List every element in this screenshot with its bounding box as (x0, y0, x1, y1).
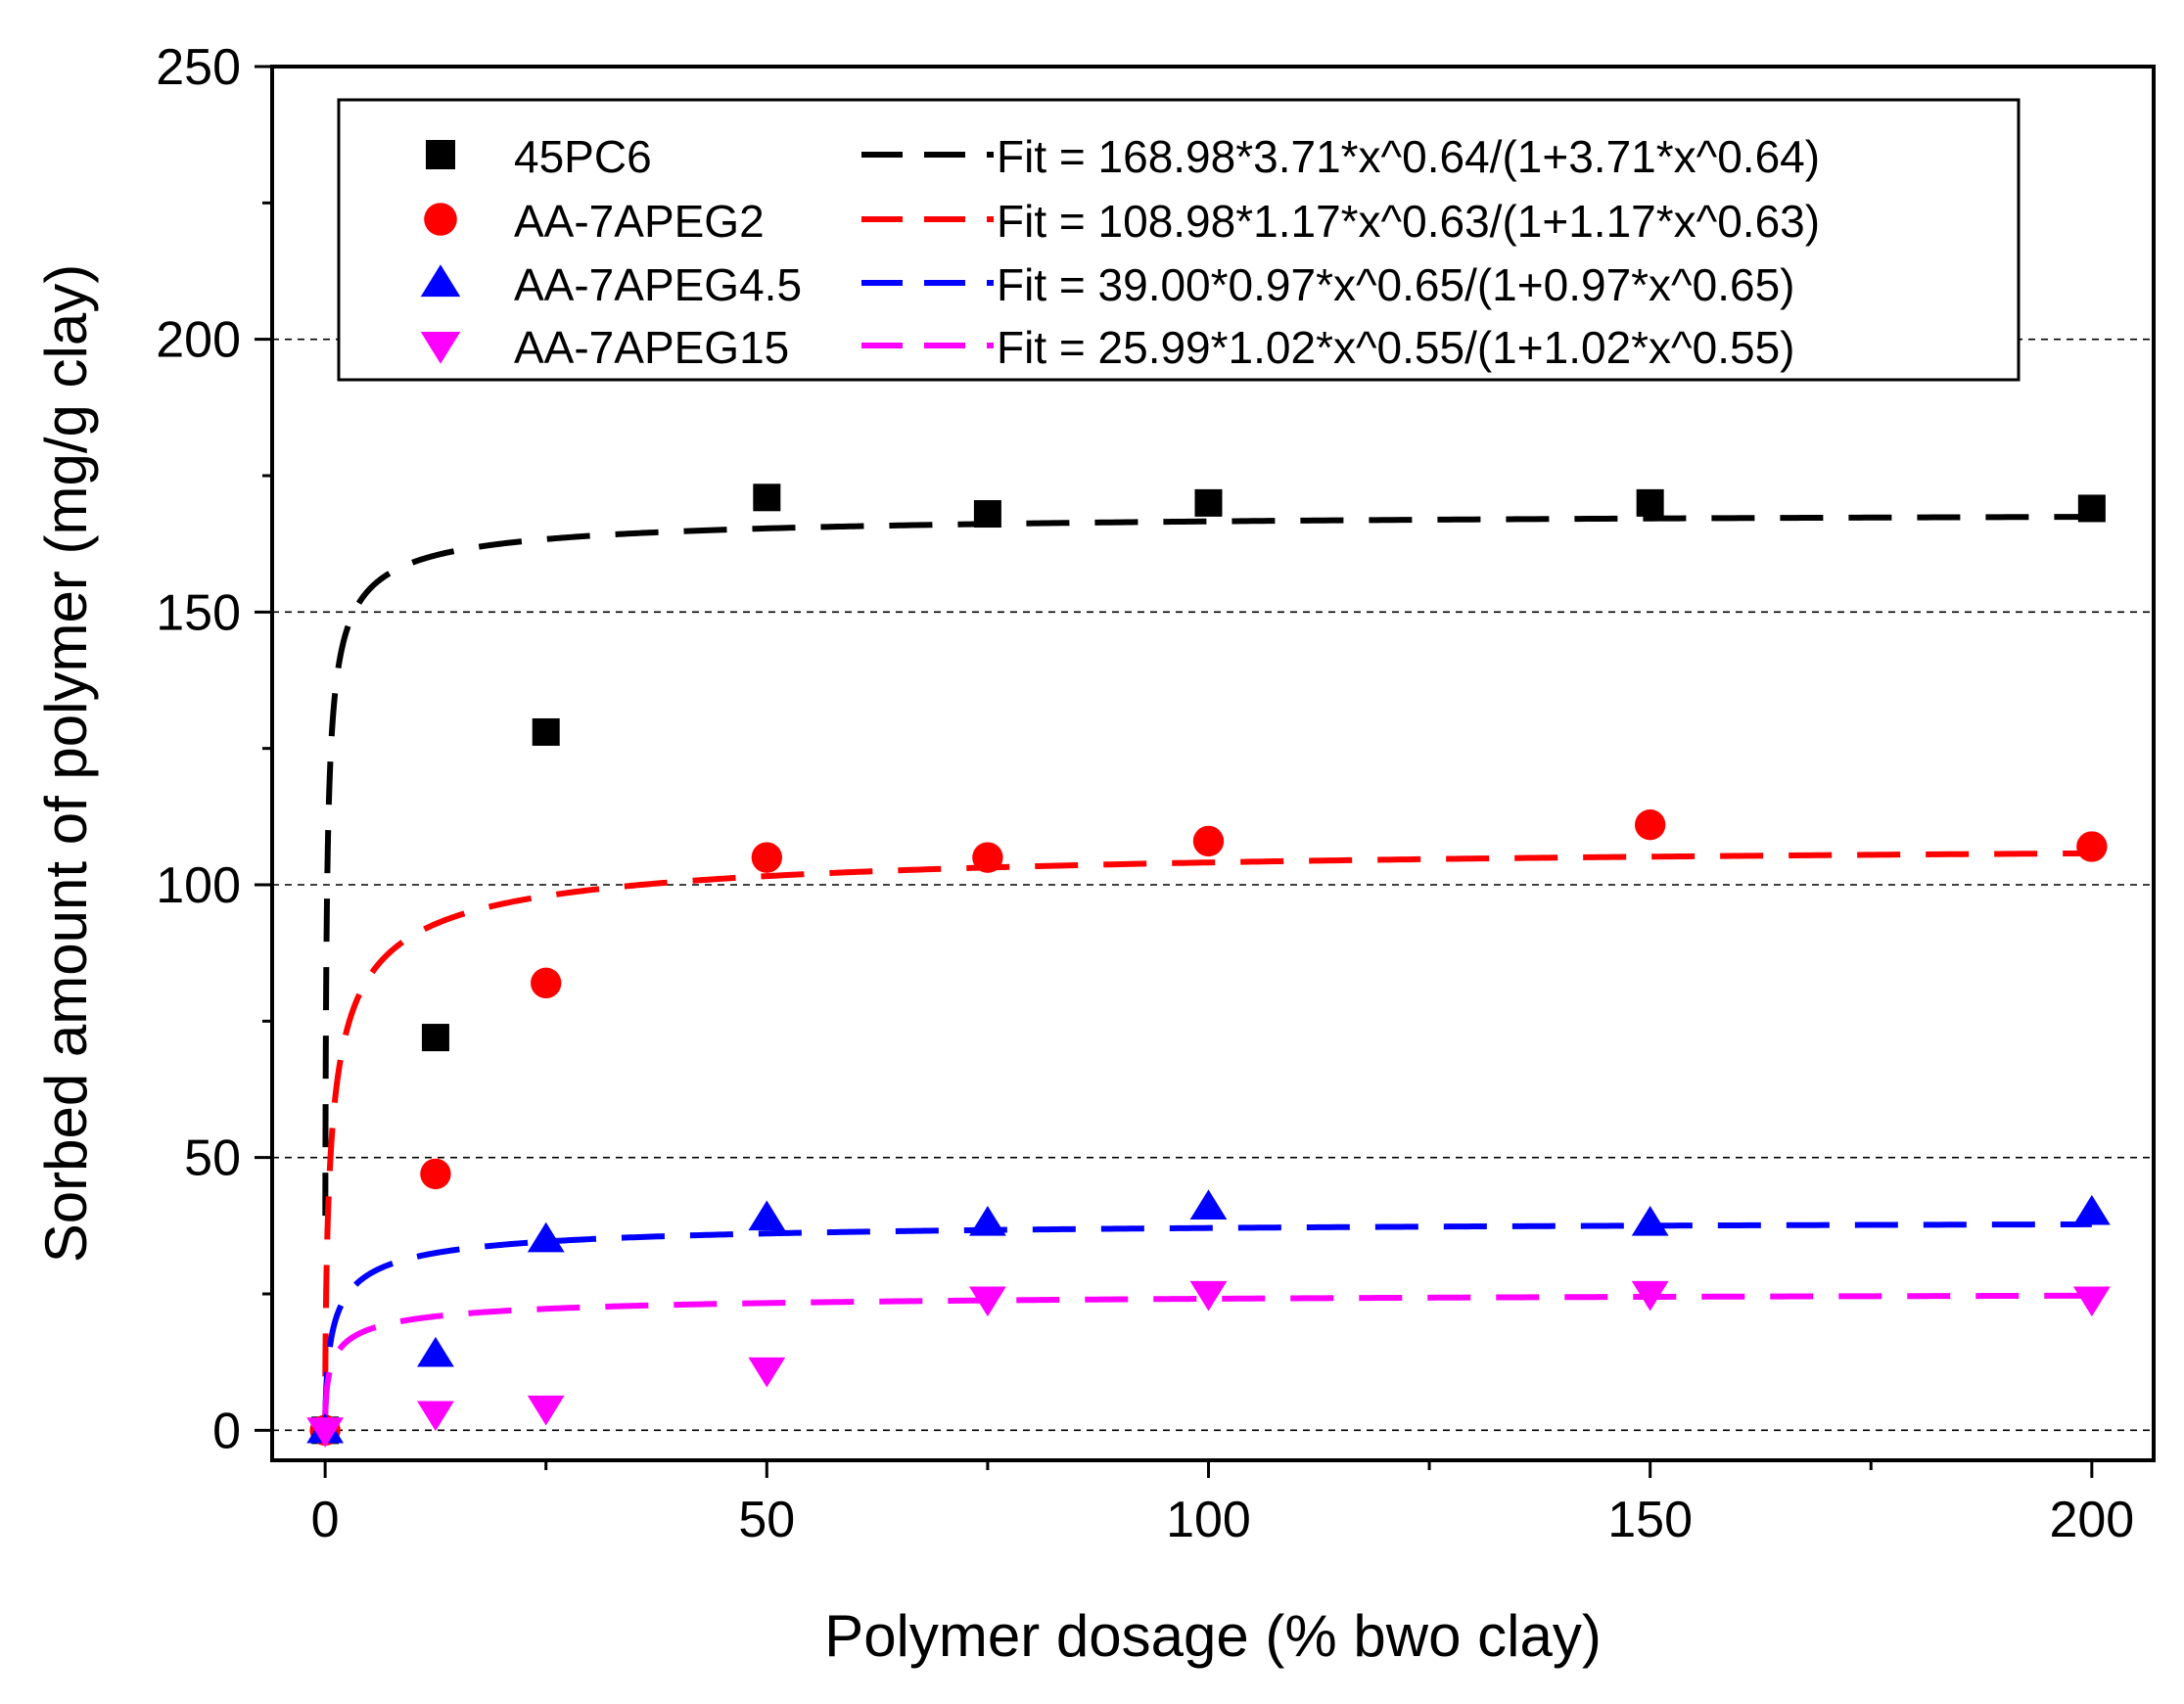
data-point-s3-6 (1189, 1189, 1228, 1220)
x-axis-title: Polymer dosage (% bwo clay) (824, 1603, 1602, 1669)
legend-marker-4 (420, 331, 461, 364)
y-tick-label-0: 0 (212, 1403, 241, 1459)
y-tick-label-200: 200 (156, 312, 241, 369)
y-tick-label-100: 100 (156, 857, 241, 914)
y-tick-label-150: 150 (156, 584, 241, 641)
legend-fit-label-4: Fit = 25.99*1.02*x^0.55/(1+1.02*x^0.55) (997, 322, 1795, 373)
fit-curve-2 (322, 850, 2092, 1377)
legend-marker-1 (426, 140, 455, 169)
data-point-s2-3 (531, 967, 562, 999)
fit-curve-4 (322, 1292, 2092, 1415)
legend-box (337, 98, 2021, 382)
legend-label-1: 45PC6 (514, 131, 652, 182)
fit-curves (322, 514, 2092, 1415)
data-point-s1-2 (421, 1024, 449, 1052)
legend-entries: 45PC6 Fit = 168.98*3.71*x^0.64/(1+3.71*x^… (420, 131, 1820, 373)
axis-ticks: 0 50 100 150 200 250 0 50 100 150 200 (156, 39, 2134, 1548)
legend-fit-label-1: Fit = 168.98*3.71*x^0.64/(1+3.71*x^0.64) (997, 131, 1820, 182)
data-point-s1-8 (2077, 494, 2106, 523)
data-point-s2-6 (1192, 825, 1225, 857)
data-point-s4-7 (1631, 1280, 1669, 1312)
data-point-s4-6 (1189, 1280, 1228, 1312)
x-tick-label-100: 100 (1166, 1492, 1251, 1548)
x-tick-label-150: 150 (1607, 1492, 1693, 1548)
legend-marker-2 (424, 203, 457, 236)
legend-fit-label-3: Fit = 39.00*0.97*x^0.65/(1+0.97*x^0.65) (997, 259, 1795, 310)
data-point-s3-4 (748, 1200, 786, 1231)
data-point-s2-5 (972, 842, 1003, 873)
axes (270, 65, 2156, 1462)
legend-fit-label-2: Fit = 108.98*1.17*x^0.63/(1+1.17*x^0.63) (997, 196, 1820, 247)
data-point-s1-5 (973, 500, 1001, 529)
data-point-s3-3 (527, 1221, 565, 1253)
data-point-s4-3 (527, 1395, 565, 1426)
y-tick-label-250: 250 (156, 39, 241, 96)
data-points (306, 484, 2111, 1448)
data-point-s3-8 (2072, 1194, 2111, 1225)
legend-label-4: AA-7APEG15 (514, 322, 789, 373)
data-point-s2-4 (751, 842, 782, 873)
data-point-s4-8 (2072, 1286, 2111, 1317)
data-point-s3-2 (417, 1336, 454, 1367)
data-point-s2-7 (1634, 809, 1666, 841)
legend-marker-3 (420, 264, 461, 298)
y-axis-title: Sorbed amount of polymer (mg/g clay) (33, 264, 99, 1263)
x-tick-label-0: 0 (311, 1492, 340, 1548)
legend: 45PC6 Fit = 168.98*3.71*x^0.64/(1+3.71*x^… (337, 98, 2021, 382)
data-point-s3-7 (1631, 1206, 1669, 1236)
data-point-s1-3 (532, 717, 560, 746)
data-point-s2-2 (420, 1158, 451, 1190)
fit-curve-3 (322, 1220, 2092, 1415)
data-point-s2-8 (2076, 831, 2108, 862)
data-point-s1-7 (1636, 488, 1664, 517)
y-tick-label-50: 50 (184, 1130, 241, 1187)
data-point-s4-5 (969, 1286, 1006, 1317)
data-point-s4-4 (748, 1357, 786, 1388)
x-tick-label-50: 50 (738, 1492, 795, 1548)
fit-curve-1 (322, 514, 2092, 1217)
data-point-s1-6 (1194, 488, 1223, 517)
legend-label-3: AA-7APEG4.5 (514, 259, 802, 310)
data-point-s4-2 (417, 1401, 454, 1432)
data-point-s3-5 (969, 1206, 1006, 1236)
plot-frame (270, 65, 2156, 1462)
data-point-s1-4 (753, 484, 781, 512)
x-tick-label-200: 200 (2049, 1492, 2134, 1548)
legend-label-2: AA-7APEG2 (514, 196, 765, 247)
data-point-s4-1 (306, 1417, 345, 1448)
